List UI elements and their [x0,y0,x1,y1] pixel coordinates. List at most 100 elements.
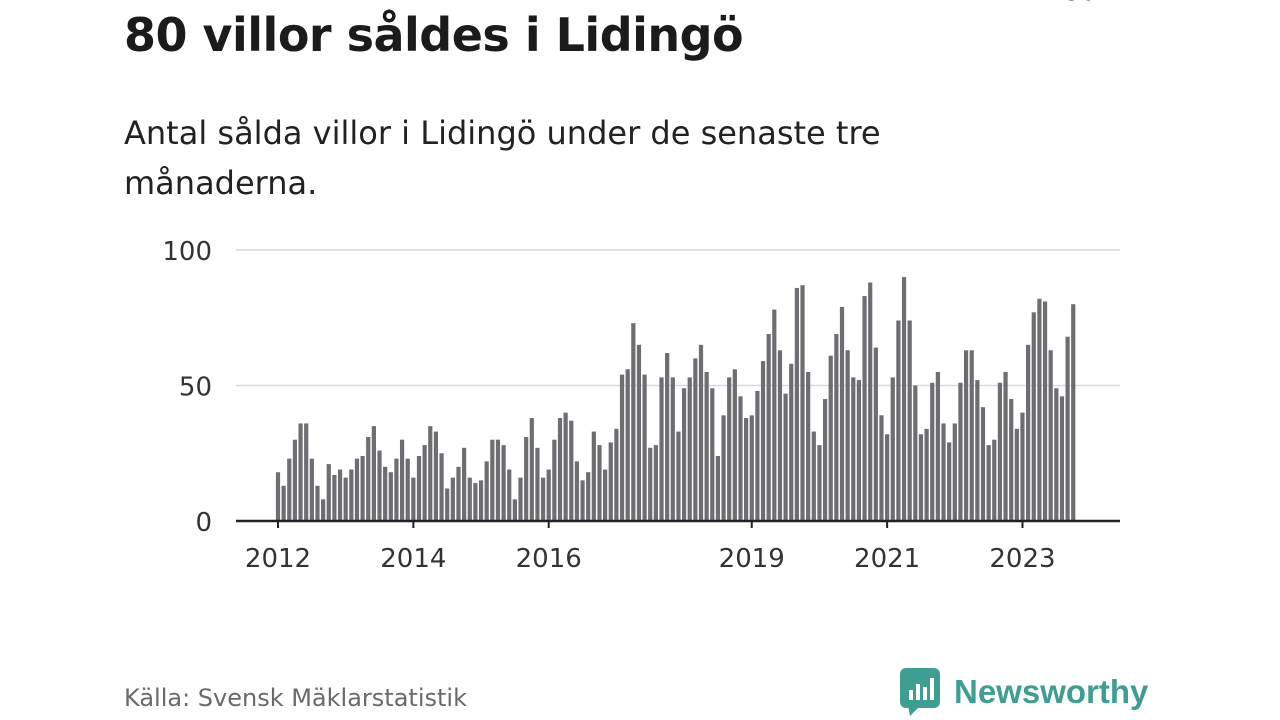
brand-logo: Newsworthy [900,668,1148,716]
source-note: Källa: Svensk Mäklarstatistik [124,684,467,712]
bar [1020,412,1025,521]
bar [298,423,303,521]
bar [896,320,901,521]
bar [603,469,608,521]
bar [540,477,546,521]
bar [360,455,365,521]
bar [693,358,698,521]
bar [975,380,980,521]
bar [450,477,455,521]
bar [546,469,551,521]
bar [1054,388,1059,521]
bar [992,439,997,521]
bar [941,423,946,521]
y-tick-label: 50 [179,373,212,403]
bar [676,431,681,521]
bar [885,434,890,521]
bar [1048,350,1053,521]
bar [337,469,343,521]
bar [963,350,969,521]
bar [377,450,382,521]
bar [399,439,405,521]
bar [681,388,687,521]
bars [275,277,1076,521]
bar [366,436,371,521]
bar [433,431,439,521]
bar [462,447,467,521]
bar [687,377,692,521]
bar [343,477,348,521]
bar [586,472,591,521]
bar [777,350,783,521]
x-tick-label: 2012 [245,544,311,574]
bar [315,485,320,521]
bar [388,472,393,521]
bar [772,309,777,521]
bar [354,458,360,521]
bar [890,377,895,521]
bar [574,461,580,521]
bar [670,377,675,521]
bar [659,377,664,521]
bar [856,380,862,521]
bar [1059,396,1065,521]
bar [349,469,354,521]
bar [642,374,647,521]
labels: 0 50 100 2012 2014 2016 2019 2021 2023 80 [162,0,1097,574]
bar [597,445,602,521]
bar [1071,304,1076,521]
bar [552,439,557,521]
bar [275,472,281,521]
bar [721,415,726,521]
chart-subtitle: Antal sålda villor i Lidingö under de se… [124,114,881,202]
chart-title: 80 villor såldes i Lidingö [124,8,744,62]
bar [749,415,754,521]
bar [467,477,472,521]
x-tick-label: 2021 [854,544,920,574]
bar [371,426,376,521]
bar [524,436,529,521]
bar [930,382,935,521]
bar [490,439,495,521]
x-tick-label: 2019 [719,544,785,574]
bar [952,423,957,521]
bar [422,445,427,521]
bar [907,320,912,521]
bar [980,407,986,521]
bar [851,377,856,521]
bar [969,350,974,521]
x-tick-label: 2023 [989,544,1055,574]
y-tick-label: 100 [162,237,212,267]
bar [1042,301,1048,521]
bar [648,447,653,521]
bar [834,334,839,521]
bar [416,455,422,521]
bar [986,445,991,521]
bar [445,488,450,521]
bar [495,439,501,521]
bar [665,352,670,521]
bar [715,455,721,521]
bar [636,344,642,521]
bar [512,499,517,521]
bar [947,442,952,521]
bar-chart-icon [900,668,940,716]
bar [529,418,534,521]
gridlines [236,249,1120,387]
bar [811,431,816,521]
bar [789,363,794,521]
brand-name: Newsworthy [954,673,1149,710]
bar [428,426,433,521]
bar [1003,371,1008,521]
bar [1009,399,1014,521]
bar [478,480,484,521]
bar [704,371,709,521]
bar [913,385,918,521]
bar [1037,298,1042,521]
bar [958,382,963,521]
bar [557,418,563,521]
bar [614,428,619,521]
bar [828,355,833,521]
bar [760,361,766,521]
bar [924,428,929,521]
